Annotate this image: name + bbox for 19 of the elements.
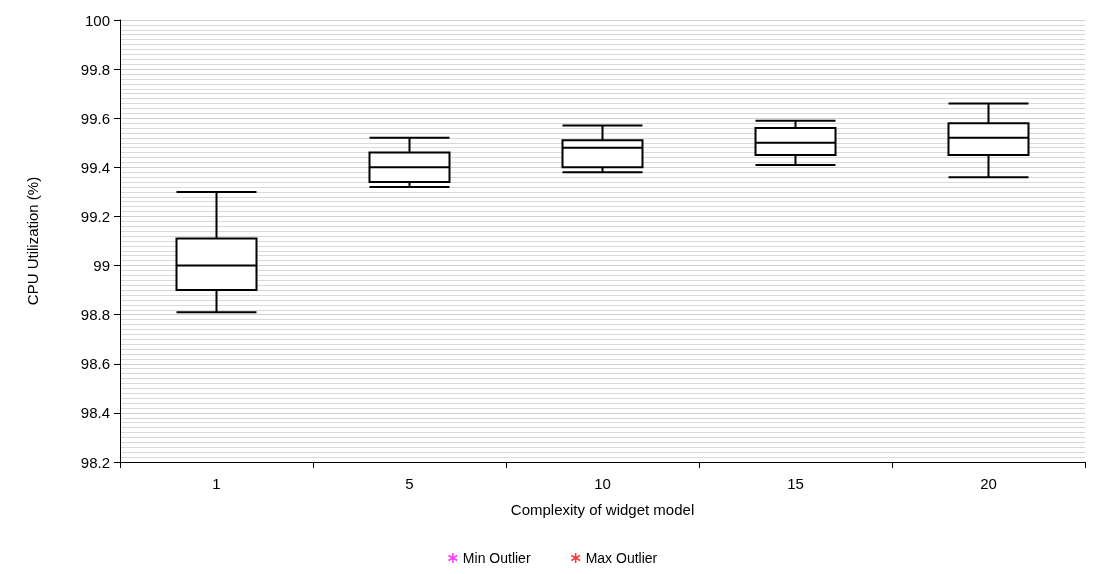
y-tick-label: 98.2 — [80, 453, 110, 471]
y-tick-label: 99.6 — [80, 109, 110, 127]
y-tick-label: 99.2 — [80, 207, 110, 225]
x-tick-label: 20 — [980, 475, 997, 492]
y-tick-label: 99.8 — [80, 60, 110, 78]
y-tick-label: 100 — [84, 11, 110, 29]
y-tick-label: 99 — [93, 257, 110, 275]
y-tick-label: 98.4 — [80, 404, 110, 422]
y-tick-label: 98.6 — [80, 355, 110, 373]
legend-label: Max Outlier — [585, 550, 658, 566]
x-tick-label: 15 — [787, 475, 804, 492]
legend-label: Min Outlier — [462, 550, 531, 566]
x-tick-label: 5 — [405, 475, 414, 492]
x-axis-title: Complexity of widget model — [510, 501, 695, 518]
y-axis-title: CPU Utilization (%) — [24, 176, 41, 306]
x-tick-label: 10 — [594, 475, 611, 492]
y-tick-label: 98.8 — [80, 306, 110, 324]
x-tick-label: 1 — [212, 475, 221, 492]
y-tick-label: 99.4 — [80, 158, 110, 176]
